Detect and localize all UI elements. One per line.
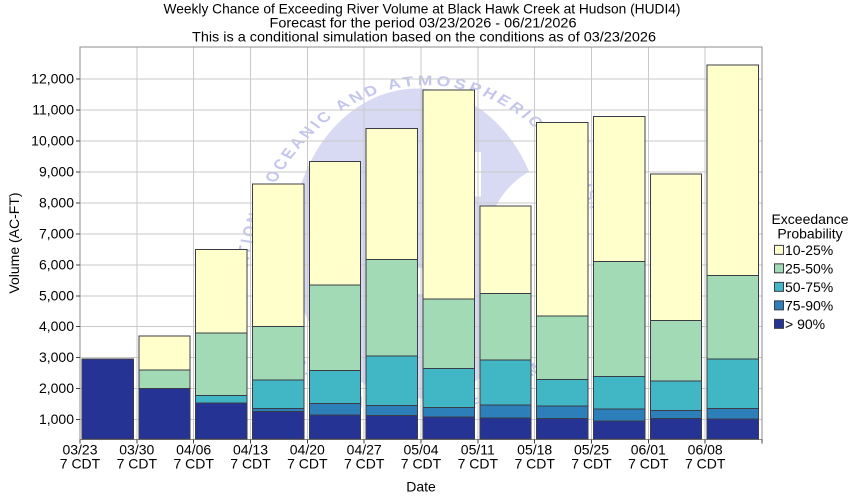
svg-text:05/25: 05/25: [574, 442, 609, 458]
svg-text:04/13: 04/13: [233, 442, 268, 458]
svg-text:03/30: 03/30: [119, 442, 154, 458]
svg-text:7 CDT: 7 CDT: [230, 456, 271, 472]
svg-text:5,000: 5,000: [39, 287, 74, 303]
svg-text:7 CDT: 7 CDT: [458, 456, 499, 472]
svg-text:75-90%: 75-90%: [785, 297, 833, 313]
svg-text:7 CDT: 7 CDT: [628, 456, 669, 472]
svg-text:7 CDT: 7 CDT: [401, 456, 442, 472]
svg-text:3,000: 3,000: [39, 349, 74, 365]
svg-text:11,000: 11,000: [32, 102, 74, 118]
svg-text:50-75%: 50-75%: [785, 279, 833, 295]
svg-text:Forecast for the period 03/23/: Forecast for the period 03/23/2026 - 06/…: [270, 14, 577, 30]
svg-text:25-50%: 25-50%: [785, 260, 833, 276]
svg-text:This is a conditional simulati: This is a conditional simulation based o…: [192, 28, 656, 44]
svg-text:Date: Date: [406, 479, 436, 495]
svg-text:10,000: 10,000: [31, 133, 74, 149]
svg-text:2,000: 2,000: [39, 380, 74, 396]
svg-text:12,000: 12,000: [31, 71, 74, 87]
svg-text:7 CDT: 7 CDT: [287, 456, 328, 472]
svg-text:05/18: 05/18: [517, 442, 552, 458]
svg-text:> 90%: > 90%: [785, 316, 825, 332]
svg-text:7 CDT: 7 CDT: [173, 456, 214, 472]
svg-text:7 CDT: 7 CDT: [514, 456, 555, 472]
svg-text:04/06: 04/06: [176, 442, 211, 458]
svg-text:06/08: 06/08: [688, 442, 723, 458]
svg-text:06/01: 06/01: [631, 442, 666, 458]
svg-text:Volume (AC-FT): Volume (AC-FT): [6, 192, 22, 293]
svg-text:05/11: 05/11: [461, 442, 495, 458]
svg-text:Probability: Probability: [777, 226, 842, 242]
svg-text:7 CDT: 7 CDT: [117, 456, 158, 472]
svg-text:Weekly Chance of Exceeding Riv: Weekly Chance of Exceeding River Volume …: [164, 0, 681, 16]
svg-text:4,000: 4,000: [39, 318, 74, 334]
svg-text:10-25%: 10-25%: [785, 242, 833, 258]
svg-text:05/04: 05/04: [403, 442, 438, 458]
svg-text:7 CDT: 7 CDT: [685, 456, 726, 472]
svg-text:6,000: 6,000: [39, 256, 74, 272]
svg-text:04/20: 04/20: [290, 442, 325, 458]
svg-text:8,000: 8,000: [39, 195, 74, 211]
svg-text:03/23: 03/23: [62, 442, 97, 458]
svg-text:7 CDT: 7 CDT: [60, 456, 101, 472]
svg-text:04/27: 04/27: [347, 442, 382, 458]
svg-text:7 CDT: 7 CDT: [344, 456, 385, 472]
svg-text:7,000: 7,000: [39, 225, 74, 241]
svg-text:7 CDT: 7 CDT: [571, 456, 612, 472]
svg-text:1,000: 1,000: [39, 411, 74, 427]
svg-text:Exceedance: Exceedance: [771, 211, 848, 227]
svg-text:9,000: 9,000: [39, 164, 74, 180]
